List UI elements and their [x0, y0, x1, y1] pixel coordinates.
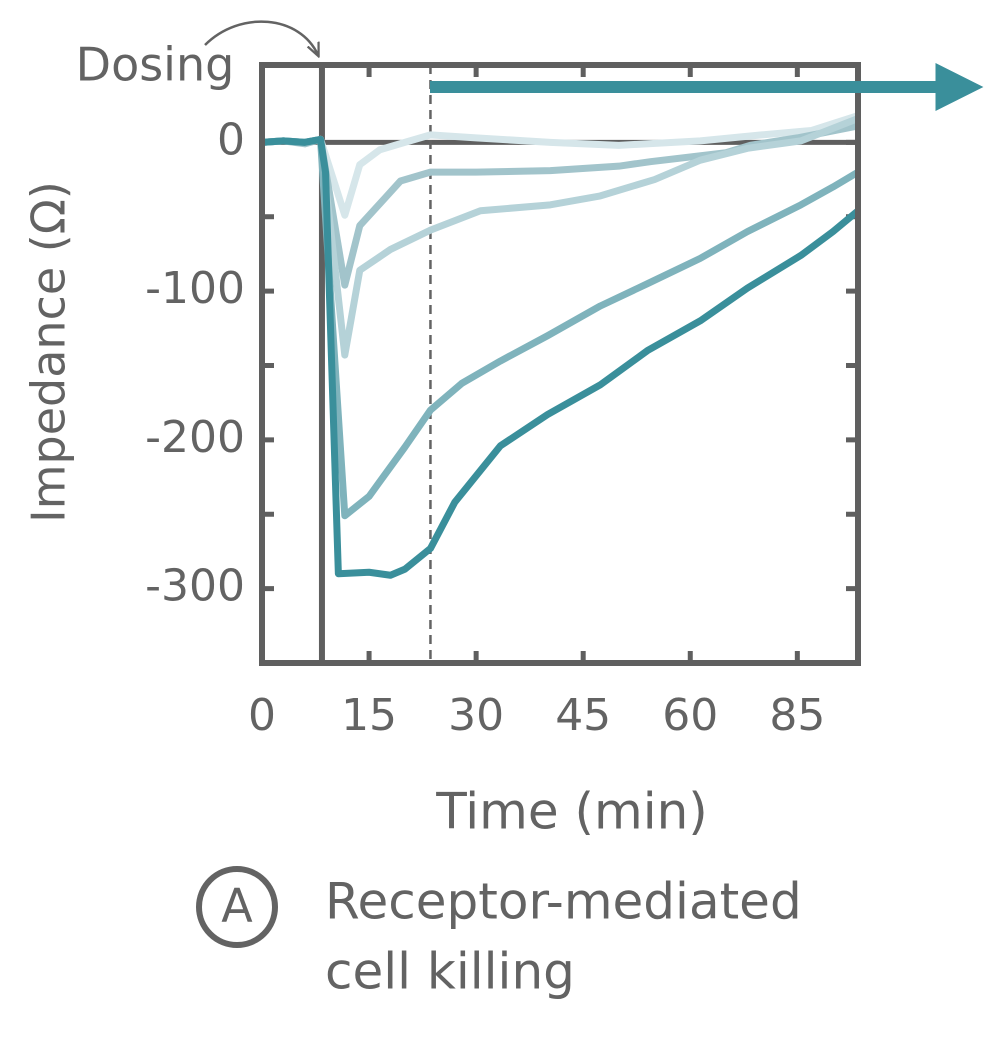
x-axis-label: Time (min) — [435, 783, 708, 841]
series-line — [261, 135, 861, 579]
series-line — [261, 115, 860, 359]
x-tick-label: 15 — [341, 690, 397, 741]
x-tick-label: 0 — [248, 690, 276, 741]
y-tick-label: -200 — [145, 412, 245, 463]
plot-area: 0 -100 -200 -300 0 15 30 45 60 85 — [145, 62, 861, 741]
dosing-arrow — [204, 20, 318, 55]
annotation: Dosing — [76, 38, 235, 92]
y-tick-label: -300 — [145, 561, 245, 612]
caption: cell killing — [325, 943, 575, 1001]
panel-letter: A — [221, 879, 253, 933]
plot-frame — [259, 62, 861, 666]
y-tick-label: 0 — [217, 114, 245, 165]
x-tick-label: 45 — [555, 690, 611, 741]
x-tick-label: 85 — [769, 690, 825, 741]
x-tick-label: 60 — [662, 690, 718, 741]
y-tick-label: -100 — [145, 263, 245, 314]
caption: Receptor-mediated — [325, 873, 802, 931]
y-axis-label: Impedance (Ω) — [22, 181, 76, 523]
x-tick-label: 30 — [448, 690, 504, 741]
panel-circle — [196, 866, 278, 948]
